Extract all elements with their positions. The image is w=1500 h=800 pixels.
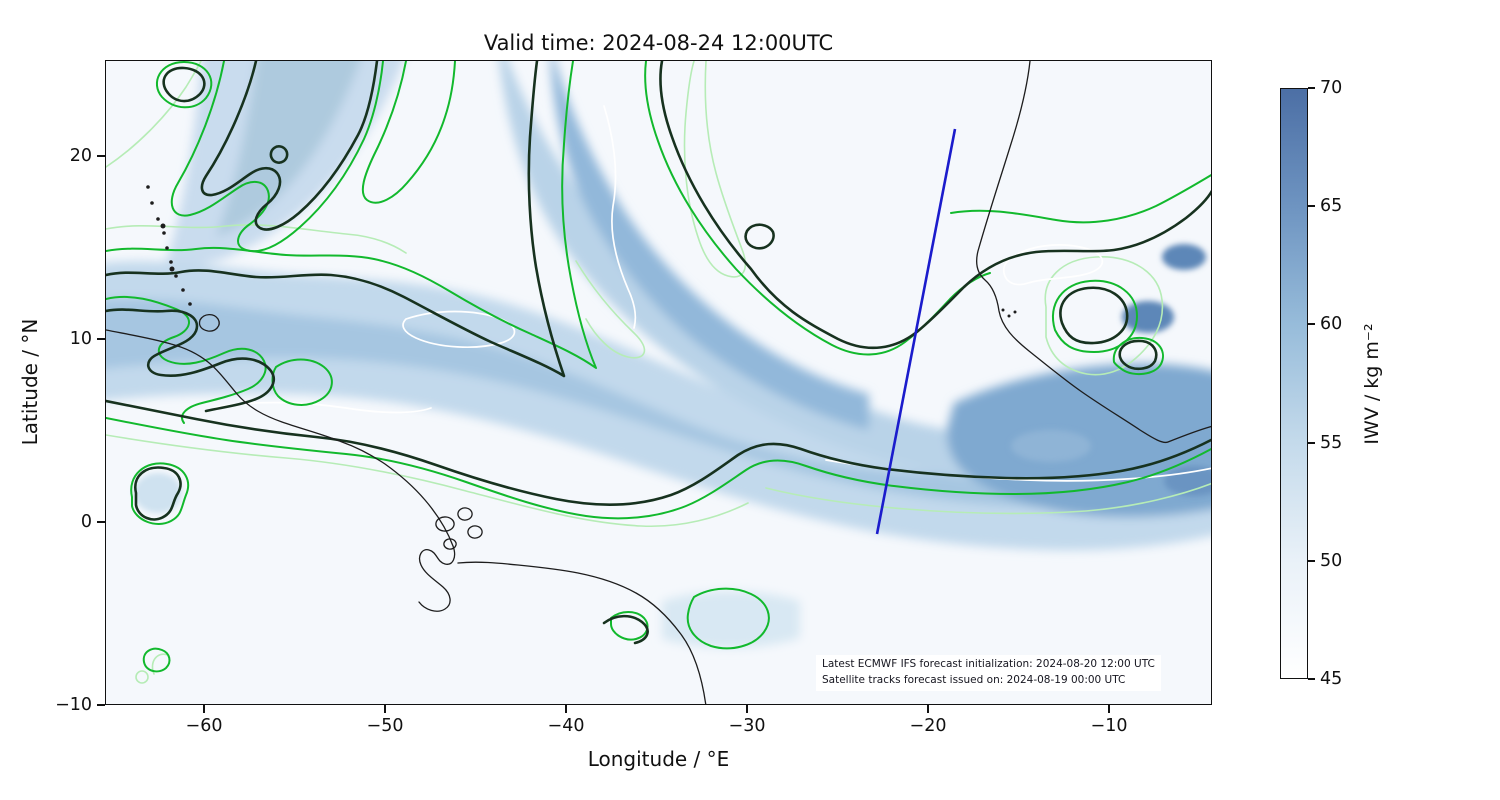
colorbar-tick-mark: [1308, 678, 1315, 680]
y-tick-label: −10: [55, 695, 92, 715]
pale-green-contours: [106, 61, 1211, 684]
x-tick-mark: [1108, 705, 1110, 713]
colorbar-tick-mark: [1308, 560, 1315, 562]
x-tick-label: −40: [547, 716, 585, 736]
forecast-annotation: Latest ECMWF IFS forecast initialization…: [816, 655, 1161, 691]
x-tick-label: −50: [366, 716, 404, 736]
amazon-delta-islands: [435, 507, 483, 550]
y-axis-label: Latitude / °N: [18, 318, 42, 446]
trinidad-island: [198, 313, 220, 332]
colorbar-tick-label: 60: [1320, 314, 1343, 334]
colorbar-label: IWV / kg m⁻²: [1361, 323, 1383, 445]
x-tick-mark: [384, 705, 386, 713]
x-tick-mark: [927, 705, 929, 713]
colorbar-tick-label: 70: [1320, 78, 1343, 98]
antilles-island-dots: [146, 185, 1017, 318]
map-svg: [106, 61, 1211, 704]
colorbar-tick-label: 55: [1320, 433, 1343, 453]
x-axis-label: Longitude / °E: [587, 747, 730, 771]
colorbar: [1280, 88, 1308, 679]
y-tick-mark: [97, 521, 105, 523]
coastlines: [106, 61, 1211, 704]
y-tick-label: 10: [69, 329, 92, 349]
map-plot-area: Latest ECMWF IFS forecast initialization…: [105, 60, 1212, 705]
coastline-west-africa: [976, 61, 1211, 444]
y-tick-mark: [97, 704, 105, 706]
colorbar-tick-mark: [1308, 87, 1315, 89]
colorbar-tick-mark: [1308, 205, 1315, 207]
satellite-track-line: [875, 128, 957, 535]
x-tick-label: −60: [185, 716, 223, 736]
dark-contours: [106, 61, 1211, 645]
colorbar-tick-mark: [1308, 323, 1315, 325]
x-tick-mark: [746, 705, 748, 713]
y-tick-mark: [97, 155, 105, 157]
x-tick-label: −20: [909, 716, 947, 736]
colorbar-tick-label: 45: [1320, 669, 1343, 689]
x-tick-mark: [565, 705, 567, 713]
plot-title: Valid time: 2024-08-24 12:00UTC: [483, 31, 834, 55]
annotation-line-2: Satellite tracks forecast issued on: 202…: [822, 673, 1126, 686]
colorbar-tick-label: 50: [1320, 551, 1343, 571]
colorbar-tick-mark: [1308, 442, 1315, 444]
x-tick-label: −30: [728, 716, 766, 736]
y-tick-label: 20: [69, 146, 92, 166]
coastline-brazil: [457, 561, 707, 704]
y-tick-mark: [97, 338, 105, 340]
colorbar-tick-label: 65: [1320, 196, 1343, 216]
y-tick-label: 0: [80, 512, 92, 532]
annotation-line-1: Latest ECMWF IFS forecast initialization…: [822, 658, 1155, 670]
coastline-south-america: [106, 329, 456, 612]
x-tick-label: −10: [1090, 716, 1128, 736]
x-tick-mark: [203, 705, 205, 713]
